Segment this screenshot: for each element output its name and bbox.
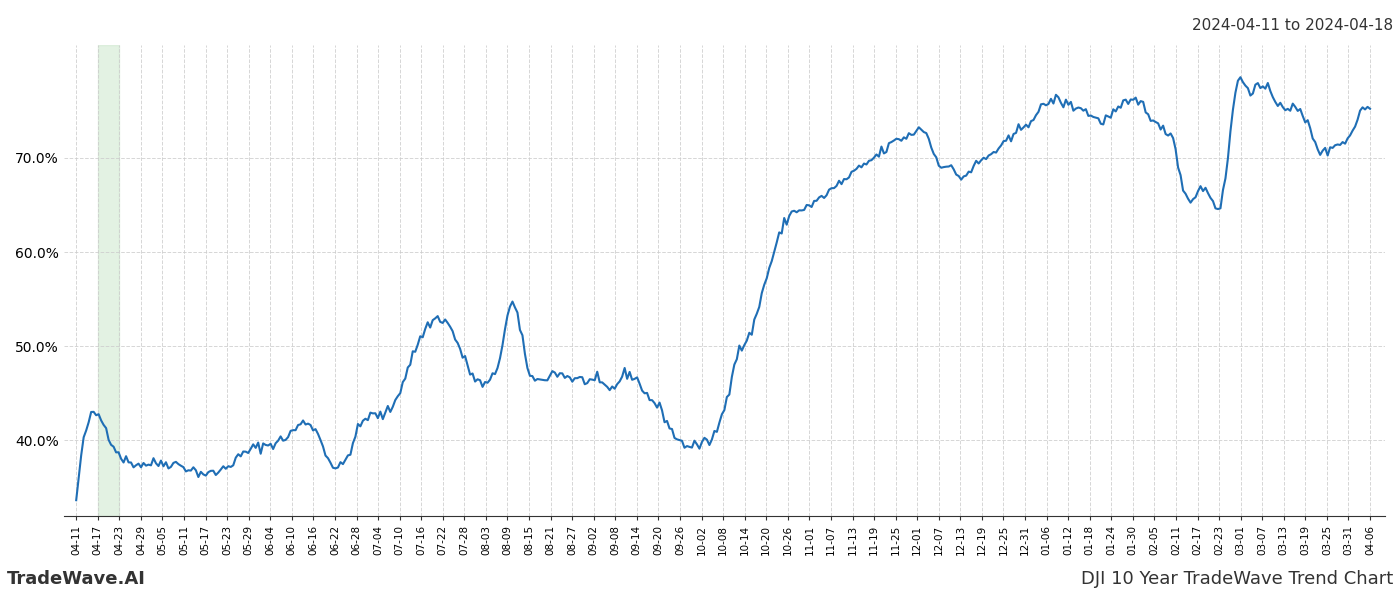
Text: 2024-04-11 to 2024-04-18: 2024-04-11 to 2024-04-18 (1191, 18, 1393, 33)
Bar (98, 45, 119, 516)
Text: DJI 10 Year TradeWave Trend Chart: DJI 10 Year TradeWave Trend Chart (1081, 570, 1393, 588)
Text: TradeWave.AI: TradeWave.AI (7, 570, 146, 588)
